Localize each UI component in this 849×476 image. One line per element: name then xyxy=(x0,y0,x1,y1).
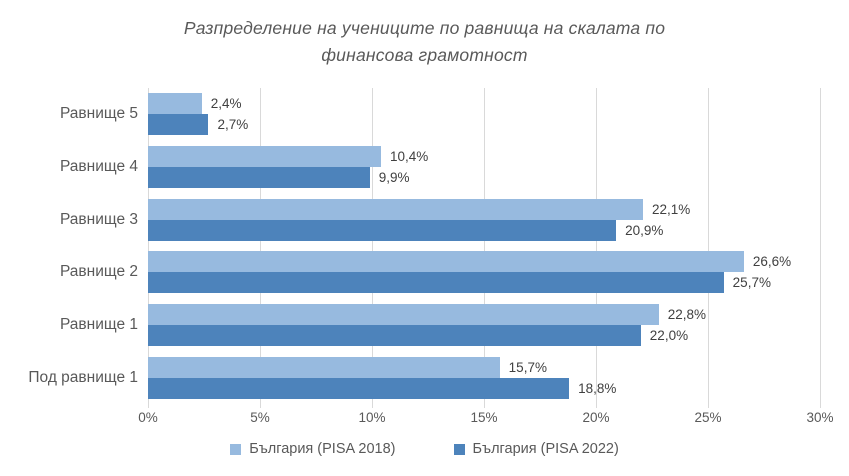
x-tick-label: 10% xyxy=(358,410,386,425)
bar-series-2 xyxy=(148,377,570,399)
bar-row: 18,8% xyxy=(148,377,820,399)
category-label: Равнище 1 xyxy=(59,316,138,334)
bar-series-2 xyxy=(148,167,370,188)
gridline-30% xyxy=(820,88,821,408)
bars-area: 2,4% 2,7% 10,4% 9,9% 22,1% 20,9% 26,6% 25,7% 22,… xyxy=(148,88,820,404)
bar-value-label: 9,9% xyxy=(378,170,410,185)
bar-value-label: 18,8% xyxy=(578,380,617,396)
bar-series-2 xyxy=(148,114,209,136)
chart-title-line-1: Разпределение на учениците по равнища на… xyxy=(183,18,666,38)
category-label: Равнище 2 xyxy=(59,263,138,281)
y-axis-category-labels: Равнище 5 Равнище 4 Равнище 3 Равнище 2 Равн… xyxy=(0,88,138,404)
bar-series-2 xyxy=(148,272,724,294)
gridline-5% xyxy=(260,88,261,408)
bar-row: 9,9% xyxy=(148,167,820,188)
chart-title: Разпределение на учениците по равнища на… xyxy=(0,15,849,69)
bar-value-label: 2,7% xyxy=(217,117,249,133)
bar-row: 25,7% xyxy=(148,272,820,294)
bar-row: 15,7% xyxy=(148,356,820,378)
bar-row: 2,7% xyxy=(148,114,820,136)
bar-series-1 xyxy=(148,304,659,326)
bar-row: 22,8% xyxy=(148,304,820,326)
bar-value-label: 20,9% xyxy=(625,222,664,238)
bar-value-label: 22,1% xyxy=(652,201,691,217)
x-axis-tick-labels: 0% 5% 10% 15% 20% 25% 30% xyxy=(138,410,833,428)
bar-value-label: 15,7% xyxy=(508,359,547,375)
x-tick-label: 5% xyxy=(250,410,270,425)
gridline-20% xyxy=(596,88,597,408)
gridline-25% xyxy=(708,88,709,408)
category-label: Под равнище 1 xyxy=(28,368,138,386)
legend-label: България (PISA 2022) xyxy=(472,441,619,457)
bar-group: 10,4% 9,9% xyxy=(148,141,820,194)
plot-area: 2,4% 2,7% 10,4% 9,9% 22,1% 20,9% 26,6% 25,7% 22,… xyxy=(148,88,821,408)
bar-group: 26,6% 25,7% xyxy=(148,246,820,299)
bar-series-1 xyxy=(148,356,500,378)
bar-row: 22,0% xyxy=(148,325,820,347)
bar-row: 20,9% xyxy=(148,219,820,241)
gridline-10% xyxy=(372,88,373,408)
bar-group: 15,7% 18,8% xyxy=(148,351,820,404)
legend-item: България (PISA 2022) xyxy=(453,441,619,457)
bar-series-1 xyxy=(148,93,202,115)
bar-value-label: 22,8% xyxy=(667,307,706,323)
bar-row: 10,4% xyxy=(148,146,820,167)
bar-value-label: 25,7% xyxy=(732,275,771,291)
legend-swatch-icon xyxy=(453,443,465,455)
x-tick-label: 25% xyxy=(694,410,722,425)
x-tick-label: 0% xyxy=(138,410,158,425)
x-tick-label: 15% xyxy=(470,410,498,425)
bar-series-2 xyxy=(148,325,641,347)
category-label: Равнище 5 xyxy=(59,105,138,123)
chart-legend: България (PISA 2018) България (PISA 2022) xyxy=(0,441,849,457)
bar-row: 26,6% xyxy=(148,251,820,273)
bar-group: 22,8% 22,0% xyxy=(148,299,820,352)
bar-series-1 xyxy=(148,251,744,273)
category-label: Равнище 4 xyxy=(59,158,138,175)
bar-series-1 xyxy=(148,198,644,220)
bar-series-2 xyxy=(148,219,617,241)
bar-value-label: 26,6% xyxy=(752,254,792,270)
legend-item: България (PISA 2018) xyxy=(230,441,396,457)
x-tick-label: 20% xyxy=(582,410,610,425)
x-tick-label: 30% xyxy=(806,410,834,425)
bar-group: 2,4% 2,7% xyxy=(148,88,820,141)
bar-group: 22,1% 20,9% xyxy=(148,193,820,246)
gridline-0% xyxy=(148,88,149,408)
legend-label: България (PISA 2018) xyxy=(249,441,396,457)
bar-series-1 xyxy=(148,146,381,167)
bar-row: 22,1% xyxy=(148,198,820,220)
legend-swatch-icon xyxy=(230,443,242,455)
chart-title-line-2: финансова грамотност xyxy=(321,45,528,65)
bar-row: 2,4% xyxy=(148,93,820,115)
bar-value-label: 10,4% xyxy=(389,149,429,164)
bar-value-label: 22,0% xyxy=(649,328,689,344)
bar-value-label: 2,4% xyxy=(210,96,242,112)
gridline-15% xyxy=(484,88,485,408)
category-label: Равнище 3 xyxy=(59,210,138,228)
